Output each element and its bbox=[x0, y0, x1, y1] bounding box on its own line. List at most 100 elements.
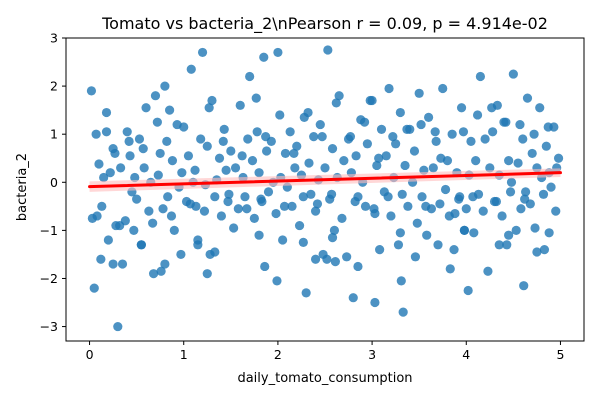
data-point bbox=[103, 235, 113, 245]
data-point bbox=[475, 71, 485, 82]
data-point bbox=[89, 283, 99, 293]
data-point bbox=[130, 172, 140, 183]
data-point bbox=[430, 127, 440, 137]
data-point bbox=[247, 156, 258, 166]
data-point bbox=[287, 201, 297, 211]
data-point bbox=[186, 64, 196, 74]
data-point bbox=[353, 261, 363, 272]
data-point bbox=[351, 151, 361, 161]
data-point bbox=[506, 177, 517, 187]
data-point bbox=[458, 127, 469, 137]
data-point bbox=[391, 139, 401, 149]
data-point bbox=[543, 122, 553, 132]
data-point bbox=[398, 307, 408, 317]
data-point bbox=[162, 136, 172, 146]
data-point bbox=[327, 233, 338, 243]
plot-area: 0 1 2 3 4 5 −3 −2 −1 0 1 2 3 bbox=[40, 31, 585, 362]
data-point bbox=[350, 196, 360, 207]
data-point bbox=[516, 204, 526, 214]
data-point bbox=[303, 107, 313, 118]
data-point bbox=[306, 189, 316, 199]
data-point bbox=[190, 165, 200, 175]
data-point bbox=[254, 230, 264, 240]
data-point bbox=[218, 136, 228, 146]
data-point bbox=[422, 230, 432, 240]
data-point bbox=[155, 148, 165, 159]
data-point bbox=[383, 192, 393, 202]
data-point bbox=[438, 83, 448, 94]
x-tick-label: 1 bbox=[180, 347, 188, 362]
data-point bbox=[369, 204, 379, 214]
data-point bbox=[158, 204, 168, 214]
data-point bbox=[183, 151, 194, 161]
data-point bbox=[237, 151, 247, 161]
data-point bbox=[129, 225, 139, 235]
data-point bbox=[541, 141, 551, 151]
data-point bbox=[331, 98, 341, 108]
data-point bbox=[459, 225, 469, 235]
data-point bbox=[348, 293, 358, 303]
data-point bbox=[497, 211, 507, 221]
data-point bbox=[315, 119, 325, 130]
data-point bbox=[381, 151, 391, 161]
data-point bbox=[290, 163, 300, 173]
data-point bbox=[177, 168, 187, 178]
data-point bbox=[337, 213, 347, 223]
data-point bbox=[428, 163, 438, 173]
data-point bbox=[259, 52, 269, 62]
x-tick-label: 4 bbox=[462, 347, 470, 362]
data-point bbox=[304, 158, 314, 168]
data-point bbox=[435, 199, 445, 209]
data-point bbox=[134, 134, 145, 144]
x-axis-label: daily_tomato_consumption bbox=[237, 371, 412, 386]
data-point bbox=[226, 146, 236, 156]
data-point bbox=[393, 240, 404, 250]
data-point bbox=[230, 163, 241, 173]
data-point bbox=[551, 206, 561, 216]
data-point bbox=[256, 194, 266, 204]
data-point bbox=[386, 211, 396, 221]
data-point bbox=[252, 127, 262, 137]
data-point bbox=[395, 107, 405, 118]
data-point bbox=[402, 124, 412, 134]
data-point bbox=[294, 220, 305, 231]
data-point bbox=[322, 254, 332, 264]
data-point bbox=[91, 129, 101, 139]
data-point bbox=[312, 199, 323, 209]
data-point bbox=[367, 95, 377, 106]
data-point bbox=[454, 194, 464, 204]
data-point bbox=[292, 141, 302, 151]
data-point bbox=[395, 228, 405, 238]
data-point bbox=[199, 206, 210, 216]
data-point bbox=[410, 252, 421, 262]
x-tick-label: 2 bbox=[274, 347, 282, 362]
data-point bbox=[229, 223, 239, 233]
data-point bbox=[529, 129, 539, 139]
data-point bbox=[235, 100, 245, 110]
plot-frame bbox=[65, 37, 585, 342]
y-tick-label: −1 bbox=[40, 223, 58, 238]
data-point bbox=[511, 225, 521, 235]
data-point bbox=[148, 269, 159, 279]
data-point bbox=[214, 153, 225, 163]
data-point bbox=[449, 245, 459, 255]
data-point bbox=[522, 93, 533, 103]
data-point bbox=[245, 71, 255, 82]
data-point bbox=[167, 156, 178, 166]
data-point bbox=[502, 240, 512, 250]
data-point bbox=[193, 235, 203, 245]
data-point bbox=[99, 172, 109, 183]
y-axis-label: bacteria_2 bbox=[15, 153, 30, 221]
y-tick-label: 1 bbox=[50, 127, 58, 142]
data-point bbox=[160, 259, 170, 269]
data-point bbox=[207, 95, 217, 106]
data-point bbox=[152, 117, 162, 127]
data-point bbox=[538, 189, 549, 199]
data-point bbox=[504, 230, 514, 240]
data-point bbox=[400, 160, 410, 171]
data-point bbox=[301, 288, 311, 298]
y-tick-label: 0 bbox=[50, 175, 58, 190]
data-point bbox=[233, 204, 243, 214]
data-point bbox=[339, 156, 349, 166]
